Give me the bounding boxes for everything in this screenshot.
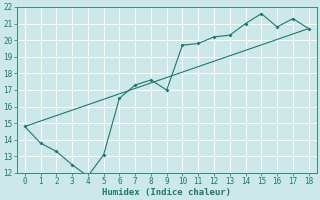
X-axis label: Humidex (Indice chaleur): Humidex (Indice chaleur)	[102, 188, 231, 197]
